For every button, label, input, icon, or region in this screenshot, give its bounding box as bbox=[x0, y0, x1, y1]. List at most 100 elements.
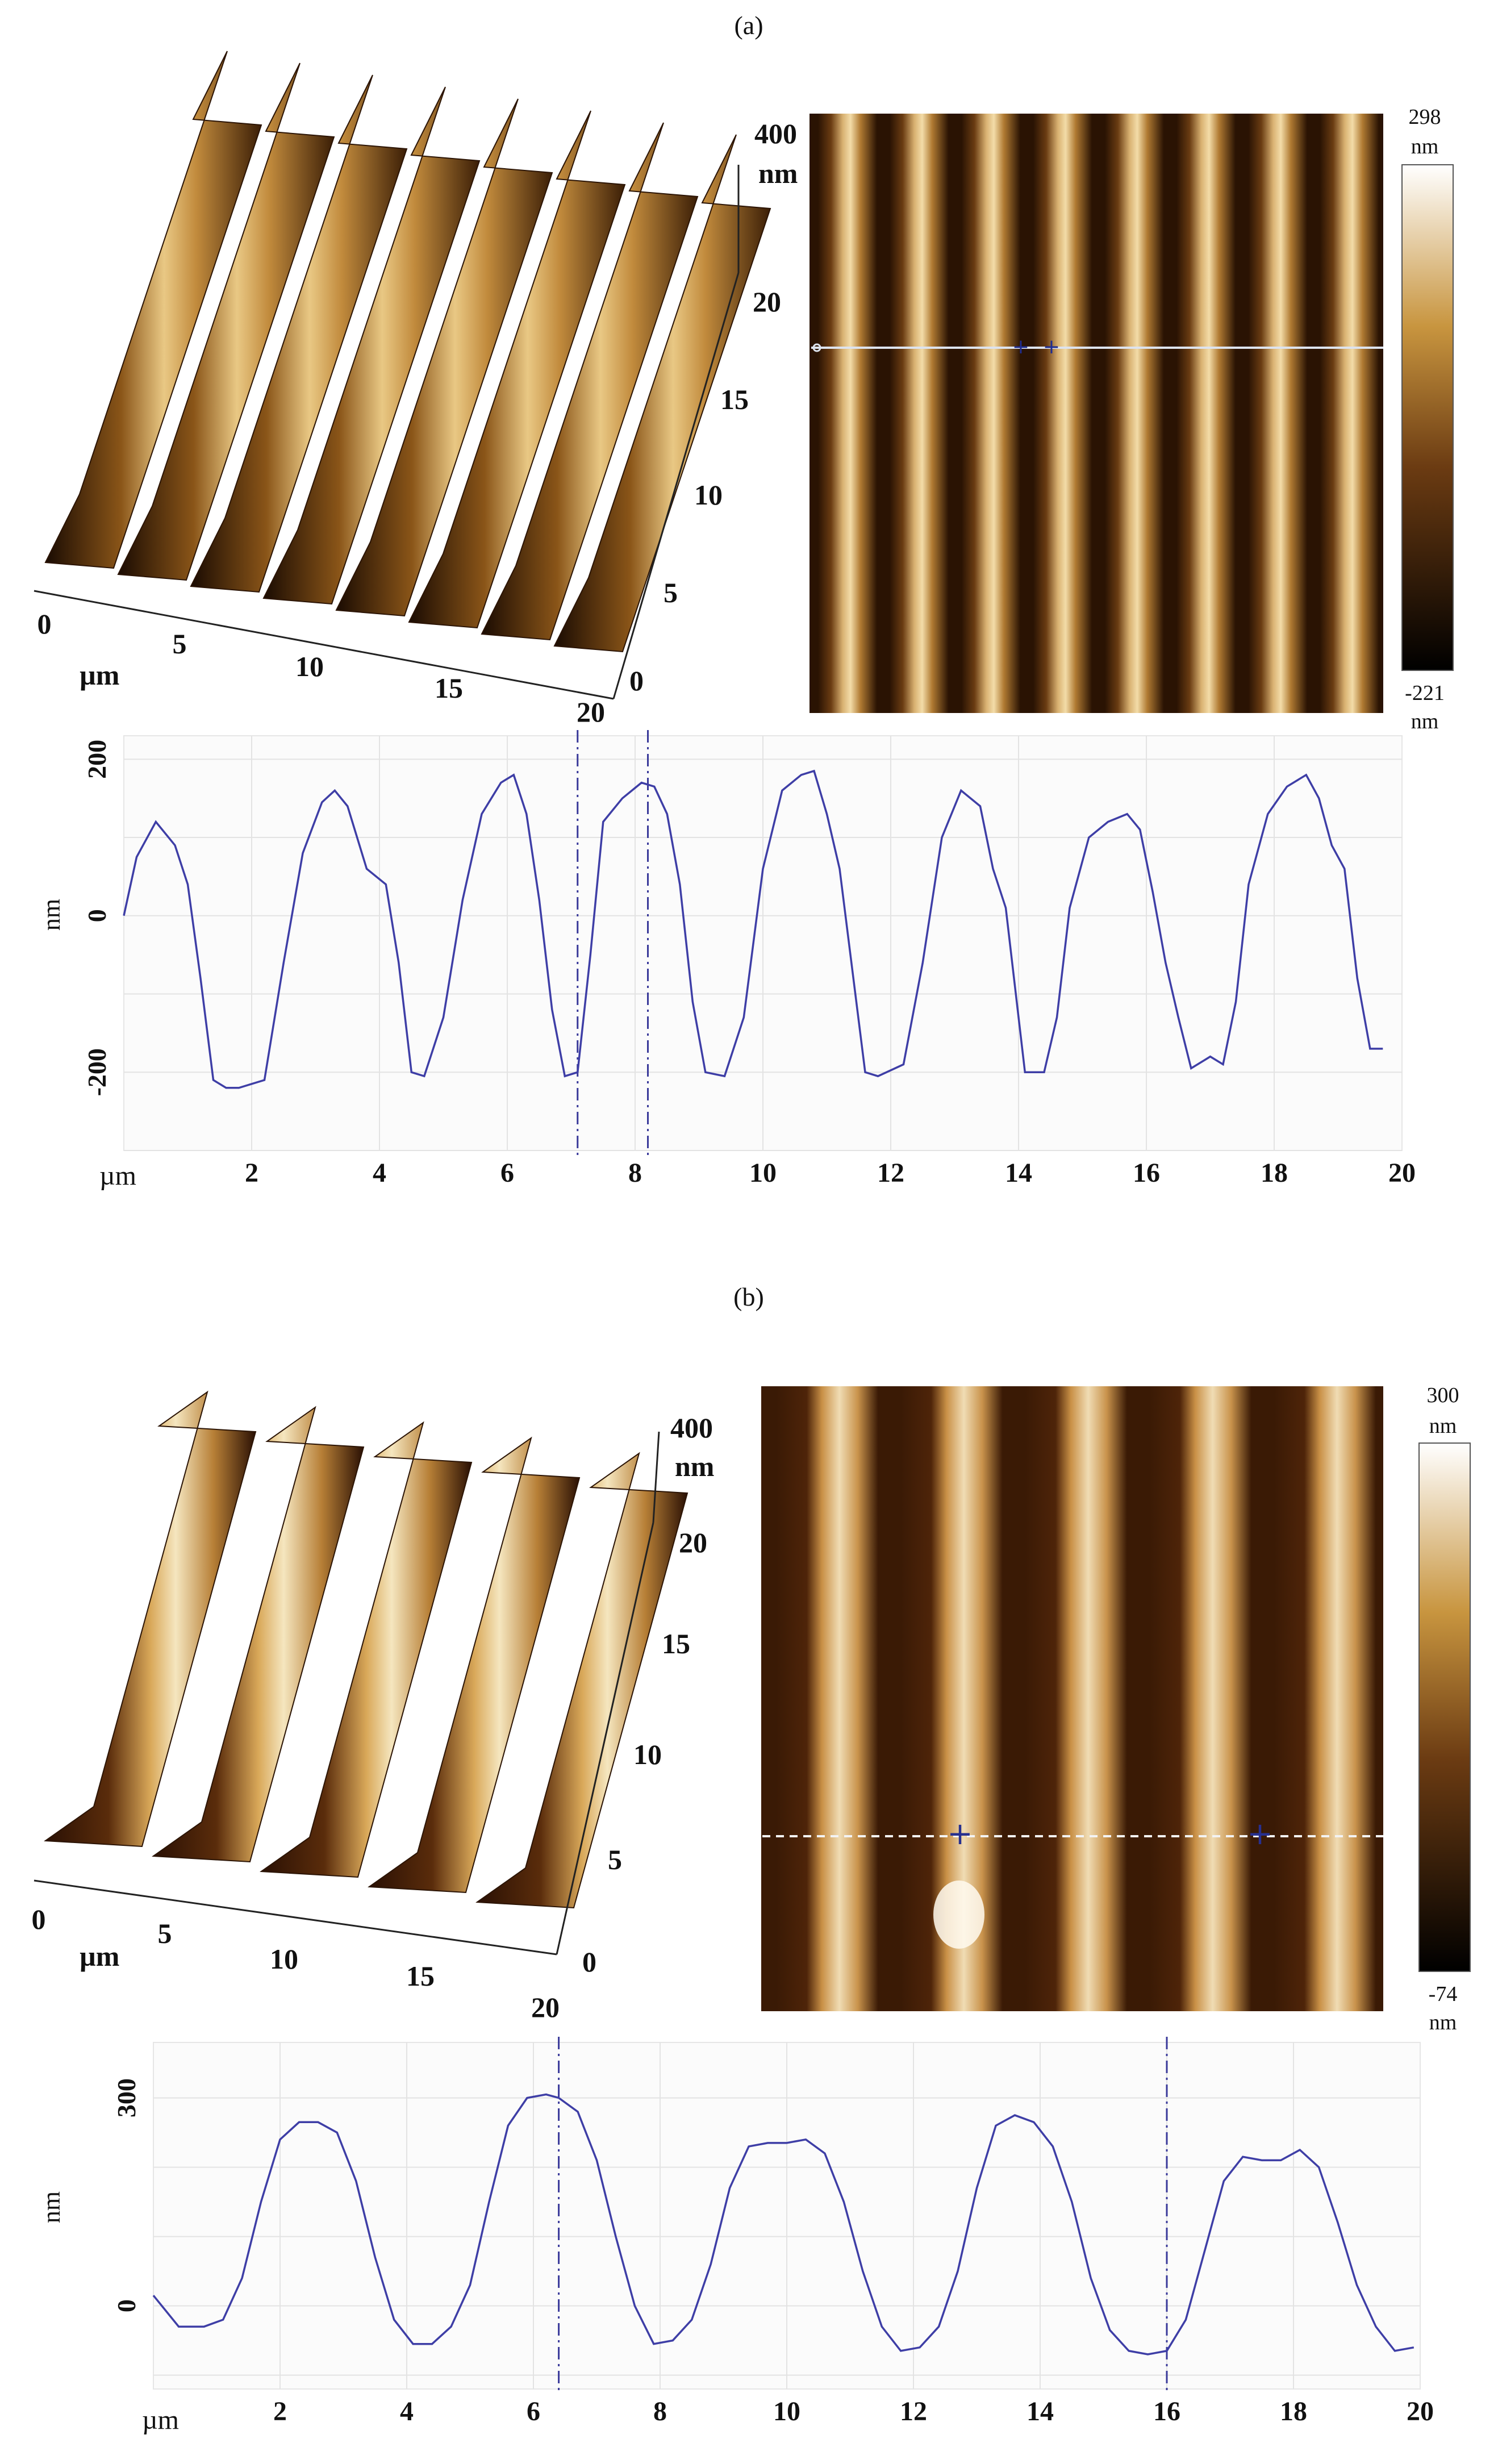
surface3d-x-tick: 5 bbox=[173, 628, 187, 660]
surface3d-y-tick: 0 bbox=[582, 1946, 596, 1978]
surface3d-x-tick: 15 bbox=[406, 1960, 435, 1992]
surface3d-ridge bbox=[152, 1406, 365, 1863]
surface3d-z-axis bbox=[652, 1431, 660, 1523]
profile-x-unit: µm bbox=[142, 2405, 179, 2435]
surface3d-x-tick: 20 bbox=[577, 696, 605, 728]
topography-stripe bbox=[818, 114, 877, 713]
topography-stripe bbox=[1149, 1386, 1251, 2011]
profile-x-unit: µm bbox=[99, 1161, 136, 1191]
profile-x-tick: 6 bbox=[500, 1158, 514, 1188]
surface3d-ridge bbox=[262, 86, 481, 605]
surface3d-ridge bbox=[408, 110, 626, 629]
surface3d-y-axis bbox=[556, 1522, 654, 1955]
topography-map-stripes bbox=[776, 1386, 1376, 2011]
topography-stripe bbox=[1176, 114, 1236, 713]
cursor-marker: + bbox=[947, 1816, 973, 1852]
profile-cursors bbox=[558, 2037, 1168, 2395]
topography-stripe bbox=[1248, 114, 1308, 713]
profile-y-tick: 0 bbox=[112, 2299, 141, 2312]
topography-stripe bbox=[776, 1386, 878, 2011]
surface3d-y-tick: 15 bbox=[662, 1628, 690, 1660]
topography-stripe bbox=[1320, 114, 1379, 713]
profile-y-label: nm bbox=[37, 899, 65, 931]
surface3d-ridge bbox=[260, 1421, 473, 1878]
profile-y-ticks: 200 0 -200 bbox=[82, 740, 111, 1096]
panel-b-caption: (b) bbox=[733, 1282, 764, 1311]
surface3d-y-tick: 20 bbox=[679, 1527, 707, 1558]
surface3d-ridge bbox=[44, 1390, 257, 1848]
profile-y-tick: 300 bbox=[112, 2078, 141, 2117]
surface3d-ridge bbox=[117, 62, 335, 581]
surface3d-y-tick: 5 bbox=[608, 1844, 622, 1875]
panel-b-profile: nm 300 0 2 4 6 8 10 12 14 16 18 20 µm bbox=[37, 2037, 1434, 2435]
surface3d-y-tick: 10 bbox=[694, 479, 723, 511]
topography-map-stripes bbox=[818, 114, 1379, 713]
topography-stripe bbox=[1274, 1386, 1376, 2011]
profile-y-tick: 200 bbox=[82, 740, 111, 779]
profile-grid bbox=[124, 736, 1402, 1151]
cursor-marker: + bbox=[1043, 335, 1060, 358]
surface3d-ridge bbox=[190, 74, 408, 593]
surface3d-x-axis bbox=[34, 590, 614, 700]
surface3d-ridges bbox=[44, 51, 771, 653]
profile-x-tick: 6 bbox=[527, 2396, 540, 2427]
surface3d-y-tick: 10 bbox=[633, 1738, 662, 1770]
surface3d-x-tick: 15 bbox=[435, 672, 463, 704]
surface3d-z-label-unit: nm bbox=[675, 1450, 714, 1482]
surface3d-ridge bbox=[553, 134, 771, 653]
colorbar-min: -74 bbox=[1429, 1982, 1458, 2006]
profile-x-ticks: 2 4 6 8 10 12 14 16 18 20 bbox=[273, 2396, 1434, 2427]
profile-y-ticks: 300 0 bbox=[112, 2078, 141, 2312]
colorbar-min-unit: nm bbox=[1411, 710, 1439, 733]
surface3d-y-tick: 0 bbox=[629, 665, 644, 697]
profile-series-line bbox=[123, 769, 1383, 1089]
topography-stripe bbox=[890, 114, 949, 713]
cursor-marker: + bbox=[1012, 335, 1029, 358]
profile-x-tick: 4 bbox=[373, 1158, 386, 1188]
surface3d-y-axis bbox=[612, 272, 740, 699]
profile-y-tick: 0 bbox=[82, 909, 111, 922]
panel-b-surface3d: 400 nm 0 5 10 15 20 µm 0 5 10 15 20 bbox=[32, 1390, 714, 2023]
cursor-marker: + bbox=[1247, 1816, 1272, 1852]
surface3d-z-label-value: 400 bbox=[670, 1412, 713, 1444]
surface3d-x-unit: µm bbox=[80, 659, 119, 691]
profile-x-tick: 10 bbox=[749, 1158, 777, 1188]
panel-a-caption: (a) bbox=[734, 11, 763, 40]
surface3d-z-label-unit: nm bbox=[758, 157, 798, 189]
colorbar-min-unit: nm bbox=[1429, 2011, 1457, 2034]
surface3d-x-tick: 0 bbox=[37, 608, 52, 640]
surface3d-x-axis bbox=[34, 1879, 557, 1956]
surface3d-x-tick: 0 bbox=[32, 1903, 46, 1935]
profile-line-start bbox=[812, 343, 821, 352]
profile-x-tick: 16 bbox=[1153, 2396, 1180, 2427]
topography-stripe bbox=[1033, 114, 1092, 713]
surface3d-ridge bbox=[475, 1452, 689, 1909]
topography-stripe bbox=[1105, 114, 1164, 713]
surface3d-y-tick: 20 bbox=[753, 286, 781, 318]
colorbar bbox=[1418, 1442, 1471, 1972]
bright-spot bbox=[933, 1881, 984, 1949]
topography-stripe bbox=[1025, 1386, 1127, 2011]
profile-x-tick: 10 bbox=[773, 2396, 800, 2427]
surface3d-ridge bbox=[335, 98, 553, 617]
profile-x-tick: 14 bbox=[1005, 1158, 1032, 1188]
profile-x-tick: 20 bbox=[1407, 2396, 1434, 2427]
profile-x-tick: 16 bbox=[1133, 1158, 1160, 1188]
profile-y-label: nm bbox=[37, 2191, 65, 2223]
surface3d-z-label-value: 400 bbox=[754, 118, 797, 149]
profile-x-tick: 20 bbox=[1388, 1158, 1416, 1188]
colorbar bbox=[1401, 164, 1454, 671]
surface3d-ridge bbox=[481, 122, 699, 641]
surface3d-x-tick: 5 bbox=[158, 1917, 172, 1949]
surface3d-ridge bbox=[44, 51, 262, 569]
profile-x-tick: 18 bbox=[1280, 2396, 1307, 2427]
profile-x-tick: 8 bbox=[628, 1158, 642, 1188]
panel-a: (a) 400 nm 0 5 10 15 20 µm 0 5 10 15 20 bbox=[34, 11, 1454, 1191]
panel-a-topography-map: + + 298 nm -221 nm bbox=[809, 105, 1454, 733]
colorbar-max-unit: nm bbox=[1411, 135, 1439, 159]
surface3d-x-tick: 10 bbox=[270, 1943, 298, 1975]
surface3d-y-tick: 15 bbox=[720, 383, 749, 415]
profile-x-tick: 4 bbox=[400, 2396, 414, 2427]
panel-a-surface3d: 400 nm 0 5 10 15 20 µm 0 5 10 15 20 bbox=[34, 51, 798, 728]
profile-series-line bbox=[152, 2093, 1414, 2355]
